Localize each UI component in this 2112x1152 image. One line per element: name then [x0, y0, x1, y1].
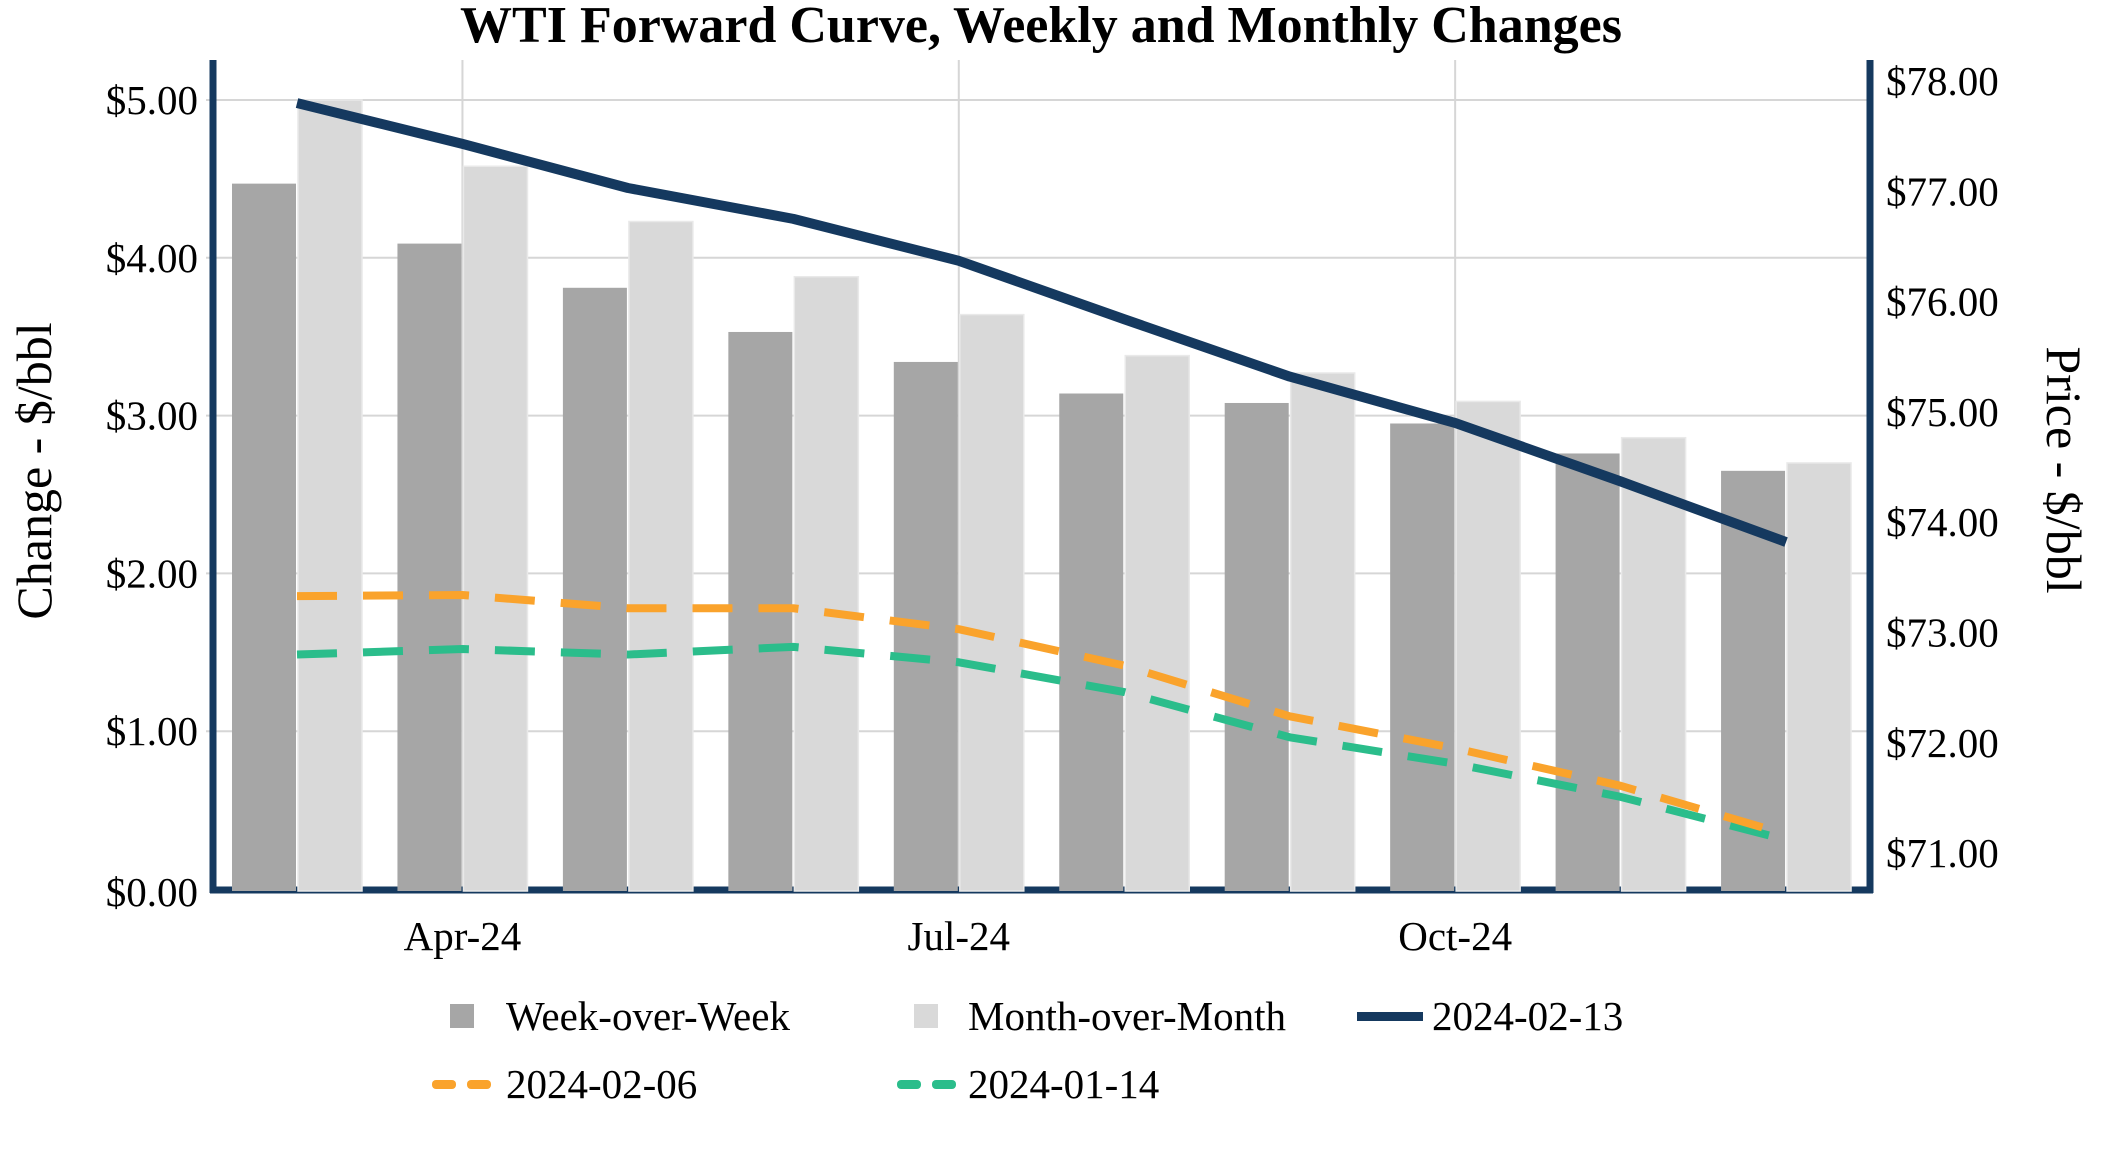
left-axis-tick-label: $4.00 [106, 235, 198, 281]
bar-week-over-week [1555, 453, 1620, 891]
x-axis-tick-label: Jul-24 [908, 913, 1011, 959]
x-axis-tick-label: Apr-24 [404, 913, 522, 959]
right-axis-tick-label: $74.00 [1886, 499, 1999, 545]
right-axis-tick-label: $75.00 [1886, 389, 1999, 435]
left-axis-tick-label: $5.00 [106, 77, 198, 123]
legend-swatch-month-over-month[interactable] [914, 1004, 938, 1028]
bar-month-over-month [628, 220, 694, 892]
legend-swatch-week-over-week[interactable] [450, 1004, 474, 1028]
bar-week-over-week [562, 287, 627, 892]
bar-month-over-month [1620, 436, 1687, 892]
bar-week-over-week [1059, 393, 1124, 891]
bar-week-over-week [1390, 423, 1455, 891]
bar-month-over-month [959, 313, 1025, 892]
legend-label-2024-01-14[interactable]: 2024-01-14 [968, 1061, 1160, 1107]
bar-week-over-week [397, 243, 462, 891]
legend-label-week-over-week[interactable]: Week-over-Week [506, 993, 790, 1039]
right-axis-tick-label: $76.00 [1886, 279, 1999, 325]
legend-dash-2024-01-14-b[interactable] [932, 1080, 956, 1089]
left-axis-tick-label: $3.00 [106, 393, 198, 439]
left-axis-tick-label: $1.00 [106, 708, 198, 754]
left-axis-tick-label: $2.00 [106, 550, 198, 596]
legend-label-month-over-month[interactable]: Month-over-Month [968, 993, 1287, 1039]
right-axis-tick-label: $72.00 [1886, 720, 1999, 766]
bar-month-over-month [1124, 354, 1190, 892]
legend-label-2024-02-13[interactable]: 2024-02-13 [1432, 993, 1624, 1039]
curve-2024-01-14 [296, 642, 1788, 844]
right-axis-tick-label: $73.00 [1886, 610, 1999, 656]
legend-line-2024-02-13[interactable] [1357, 1012, 1423, 1021]
bar-week-over-week [232, 183, 296, 891]
legend-dash-2024-02-06-a[interactable] [432, 1080, 456, 1089]
x-axis-tick-label: Oct-24 [1398, 913, 1512, 959]
legend-label-2024-02-06[interactable]: 2024-02-06 [506, 1061, 698, 1107]
bar-week-over-week [1224, 402, 1289, 891]
curve-2024-02-13 [295, 98, 1788, 547]
right-axis-tick-label: $77.00 [1886, 168, 1999, 214]
bar-month-over-month [1455, 400, 1521, 892]
bar-month-over-month [462, 165, 529, 892]
bar-month-over-month [1786, 462, 1852, 892]
right-axis-tick-label: $78.00 [1886, 58, 1999, 104]
left-axis-tick-label: $0.00 [106, 869, 198, 915]
curve-2024-02-06 [296, 590, 1788, 839]
bar-month-over-month [1289, 372, 1356, 892]
legend-dash-2024-02-06-b[interactable] [467, 1080, 491, 1089]
chart-title: WTI Forward Curve, Weekly and Monthly Ch… [460, 0, 1622, 54]
legend-dash-2024-01-14-a[interactable] [897, 1080, 921, 1089]
right-axis-tick-label: $71.00 [1886, 830, 1999, 876]
bar-month-over-month [793, 275, 860, 892]
bar-month-over-month [297, 99, 363, 892]
